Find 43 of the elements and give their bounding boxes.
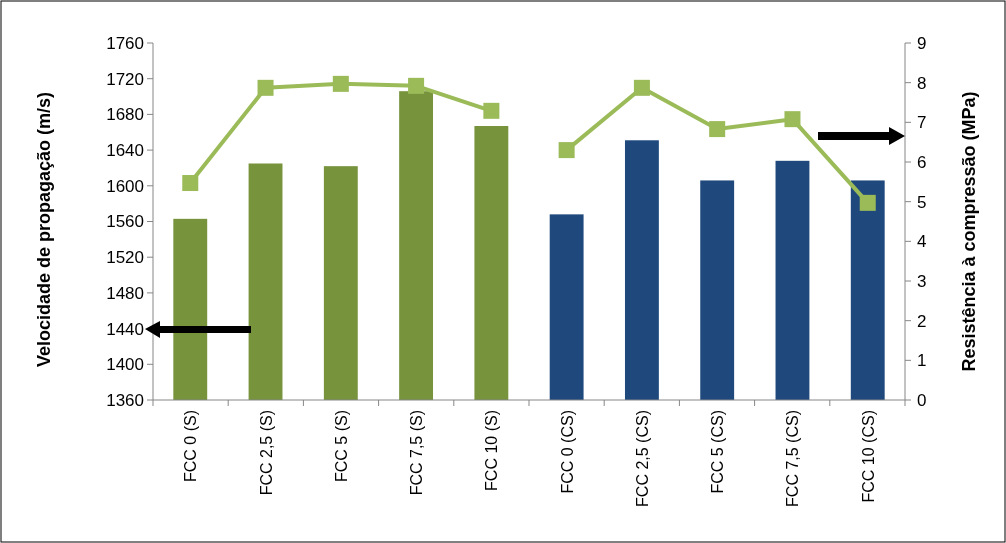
y2-tick-label: 2 [917, 311, 927, 331]
y2-axis-title: Resistência à compressão (MPa) [959, 91, 979, 372]
point [633, 79, 650, 96]
y2-tick-label: 3 [917, 271, 927, 291]
y-tick-label: 1560 [106, 212, 144, 232]
point [709, 121, 726, 138]
x-tick-label: FCC 2,5 (CS) [633, 410, 651, 507]
point [784, 111, 801, 128]
x-tick-label: FCC 10 (CS) [859, 410, 877, 503]
y-tick-label: 1440 [106, 319, 144, 339]
y2-tick-label: 7 [917, 113, 927, 133]
y-tick-label: 1520 [106, 248, 144, 268]
x-tick-label: FCC 0 (CS) [558, 410, 576, 494]
point [558, 142, 575, 159]
y-tick-label: 1680 [106, 105, 144, 125]
y2-tick-label: 4 [917, 232, 927, 252]
y-tick-label: 1720 [106, 69, 144, 89]
x-tick-label: FCC 2,5 (S) [257, 410, 275, 496]
x-tick-label: FCC 10 (S) [483, 410, 501, 491]
y-axis-title: Velocidade de propagação (m/s) [34, 91, 54, 368]
y2-tick-label: 5 [917, 192, 927, 212]
y2-tick-label: 8 [917, 73, 927, 93]
y2-tick-label: 9 [917, 33, 927, 53]
point [408, 77, 425, 94]
y-tick-label: 1400 [106, 355, 144, 375]
x-tick-label: FCC 7,5 (CS) [784, 410, 802, 507]
point [257, 79, 274, 96]
y-tick-label: 1760 [106, 33, 144, 53]
y-tick-label: 1480 [106, 283, 144, 303]
y-tick-label: 1360 [106, 390, 144, 410]
x-tick-label: FCC 5 (CS) [709, 410, 727, 494]
y-tick-label: 1640 [106, 141, 144, 161]
y-tick-label: 1600 [106, 176, 144, 196]
x-tick-label: FCC 5 (S) [332, 410, 350, 482]
point [483, 102, 500, 119]
x-tick-label: FCC 0 (S) [182, 410, 200, 482]
y2-tick-label: 6 [917, 152, 927, 172]
y2-tick-label: 0 [917, 390, 927, 410]
point [182, 175, 199, 192]
y2-tick-label: 1 [917, 351, 927, 371]
point [859, 194, 876, 211]
point [332, 75, 349, 92]
x-tick-label: FCC 7,5 (S) [408, 410, 426, 496]
